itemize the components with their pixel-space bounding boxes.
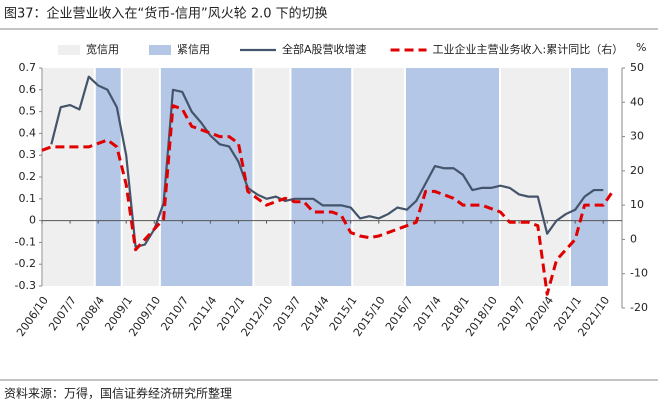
series-line [41, 104, 614, 296]
x-tick-label: 2013/7 [271, 294, 304, 333]
y-tick-label: 0.5 [19, 105, 37, 118]
period-band [570, 68, 608, 286]
chart-title: 图37：企业营业收入在“货币-信用”风火轮 2.0 下的切换 [4, 6, 328, 22]
x-tick-label: 2006/10 [14, 294, 51, 339]
y2-tick-label: 50 [630, 61, 644, 74]
x-tick-label: 2008/4 [74, 294, 107, 333]
y-tick-label: 0.4 [19, 126, 37, 139]
y2-tick-label: 40 [630, 95, 644, 108]
y2-tick-label: 30 [630, 130, 644, 143]
x-tick-label: 2014/4 [299, 294, 332, 333]
series-line [50, 75, 604, 248]
period-band [43, 68, 94, 286]
y-tick-label: 0.6 [19, 83, 37, 96]
x-tick-label: 2020/4 [523, 294, 556, 333]
y-tick-label: 0.3 [19, 148, 37, 161]
period-band [353, 68, 404, 286]
legend-label: 工业企业主营业务收入:累计同比（右） [433, 42, 624, 56]
legend-label: 紧信用 [177, 43, 210, 56]
x-tick-label: 2017/4 [411, 294, 444, 333]
y-tick-label: 0.1 [19, 192, 37, 205]
y-tick-label: -0.1 [15, 235, 36, 248]
period-bands [43, 68, 608, 286]
x-tick-label: 2019/7 [495, 294, 528, 333]
y2-tick-label: -10 [630, 267, 648, 280]
y-tick-label: -0.2 [15, 257, 36, 270]
period-band [95, 68, 121, 286]
y2-tick-label: 10 [630, 198, 644, 211]
period-band [160, 68, 253, 286]
y2-tick-label: 20 [630, 164, 644, 177]
y-tick-label: 0.7 [19, 61, 37, 74]
y2-axis-label: % [636, 41, 646, 54]
period-band [291, 68, 352, 286]
y-tick-label: 0.2 [19, 170, 37, 183]
y2-tick-label: 0 [630, 232, 637, 245]
source-note: 资料来源：万得，国信证券经济研究所整理 [4, 386, 232, 401]
legend-label: 宽信用 [86, 42, 119, 56]
y-tick-label: -0.3 [15, 279, 36, 292]
legend-swatch [58, 45, 80, 55]
x-tick-label: 2007/7 [46, 294, 79, 333]
y2-tick-label: -20 [630, 301, 648, 314]
legend-swatch [149, 45, 171, 55]
period-band [405, 68, 500, 286]
period-band [254, 68, 290, 286]
x-tick-label: 2011/4 [186, 294, 219, 333]
legend-label: 全部A股营收增速 [282, 42, 367, 56]
x-tick-label: 2016/7 [383, 294, 416, 333]
period-band [501, 68, 569, 286]
y-tick-label: 0 [29, 214, 36, 227]
x-tick-label: 2010/7 [158, 294, 191, 333]
